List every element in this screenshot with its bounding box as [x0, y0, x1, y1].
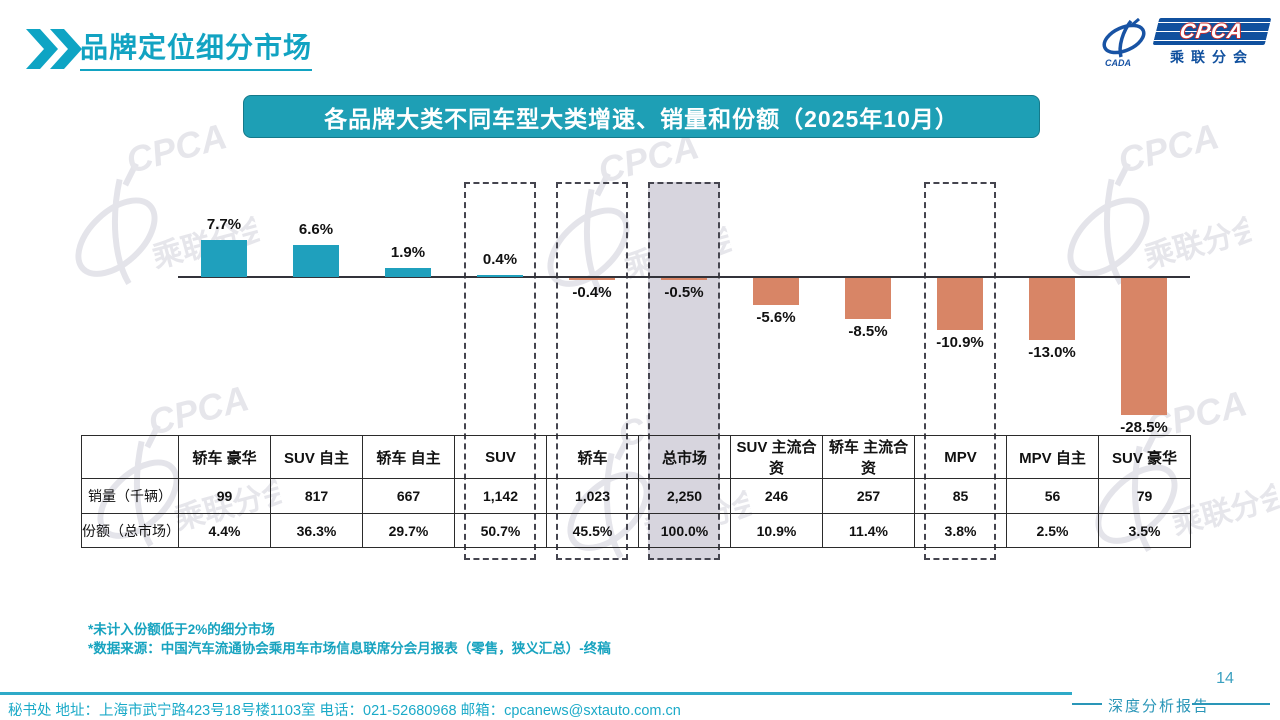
- bar-轿车 主流合资: [845, 278, 891, 319]
- table-cell: 100.0%: [638, 513, 731, 548]
- bar-SUV 自主: [293, 245, 339, 277]
- table-cell: 1,142: [454, 478, 547, 514]
- segment-data-table: 轿车 豪华 SUV 自主 轿车 自主 SUV 轿车 总市场 SUV 主流合资 轿车 主流合资 M…: [81, 435, 1191, 548]
- bar-轿车 豪华: [201, 240, 247, 277]
- table-cell: 817: [270, 478, 363, 514]
- bar-value-label: 7.7%: [206, 216, 242, 233]
- table-cell: 29.7%: [362, 513, 455, 548]
- cpca-logo-subtitle: 乘联分会: [1170, 49, 1254, 65]
- report-label-left-line: [1072, 703, 1102, 705]
- bar-SUV 主流合资: [753, 278, 799, 305]
- chart-title-banner: 各品牌大类不同车型大类增速、销量和份额（2025年10月）: [243, 95, 1040, 138]
- highlight-box-MPV: [924, 182, 996, 560]
- table-header-SUV 自主: SUV 自主: [270, 435, 363, 479]
- svg-text:CADA: CADA: [1105, 58, 1131, 68]
- bar-value-label: 1.9%: [390, 244, 426, 261]
- table-cell: 3.8%: [914, 513, 1007, 548]
- table-cell: 667: [362, 478, 455, 514]
- zero-axis-line: [178, 276, 1190, 278]
- table-cell: 56: [1006, 478, 1099, 514]
- table-row-label: 销量（千辆）: [81, 478, 179, 514]
- table-cell: 1,023: [546, 478, 639, 514]
- page-number: 14: [1216, 670, 1234, 687]
- table-header-SUV 豪华: SUV 豪华: [1098, 435, 1191, 479]
- bar-value-label: -10.9%: [936, 334, 984, 351]
- table-header-MPV 自主: MPV 自主: [1006, 435, 1099, 479]
- table-header-轿车 自主: 轿车 自主: [362, 435, 455, 479]
- cada-swirl-icon: CADA: [1102, 18, 1146, 68]
- table-header-轿车 豪华: 轿车 豪华: [178, 435, 271, 479]
- table-cell: 4.4%: [178, 513, 271, 548]
- table-row: 销量（千辆） 99 817 667 1,142 1,023 2,250 246 257 85 56 7…: [81, 478, 1191, 514]
- double-chevron-icon: [26, 29, 82, 69]
- footer-contact-info: 秘书处 地址：上海市武宁路423号18号楼1103室 电话：021-526809…: [8, 703, 681, 719]
- page-title: 品牌定位细分市场: [80, 26, 313, 71]
- table-header-SUV: SUV: [454, 435, 547, 479]
- table-row-label: 份额（总市场）: [81, 513, 180, 548]
- table-cell: 2,250: [638, 478, 731, 514]
- cpca-logo-banner: CPCA: [1152, 18, 1272, 45]
- bar-SUV 豪华: [1121, 278, 1167, 415]
- footer-divider-line: [0, 692, 1072, 695]
- table-cell: 3.5%: [1098, 513, 1191, 548]
- bar-总市场: [661, 278, 707, 280]
- bar-value-label: -8.5%: [848, 323, 888, 340]
- table-header-总市场: 总市场: [638, 435, 731, 479]
- table-cell: 45.5%: [546, 513, 639, 548]
- bar-value-label: 6.6%: [298, 221, 334, 238]
- table-cell: 10.9%: [730, 513, 823, 548]
- bar-SUV: [477, 275, 523, 277]
- bar-轿车 自主: [385, 268, 431, 277]
- table-cell: 257: [822, 478, 915, 514]
- footnote-line: *未计入份额低于2%的细分市场: [88, 622, 275, 637]
- table-corner-cell: [81, 435, 179, 479]
- bar-value-label: -5.6%: [756, 309, 796, 326]
- report-type-label: 深度分析报告: [1108, 699, 1211, 715]
- bar-value-label: -28.5%: [1120, 419, 1168, 436]
- table-header-MPV: MPV: [914, 435, 1007, 479]
- cpca-logo-right: CPCA 乘联分会: [1152, 18, 1272, 67]
- table-cell: 36.3%: [270, 513, 363, 548]
- report-label-right-line: [1192, 703, 1270, 705]
- footnotes: *未计入份额低于2%的细分市场 *数据来源：中国汽车流通协会乘用车市场信息联席分…: [88, 620, 611, 658]
- table-cell: 246: [730, 478, 823, 514]
- cpca-logo-text: CPCA: [1178, 19, 1246, 43]
- table-cell: 85: [914, 478, 1007, 514]
- bar-value-label: 0.4%: [482, 251, 518, 268]
- table-cell: 2.5%: [1006, 513, 1099, 548]
- bar-MPV 自主: [1029, 278, 1075, 340]
- table-header-SUV 主流合资: SUV 主流合资: [730, 435, 823, 479]
- bar-value-label: -0.5%: [664, 284, 704, 301]
- bar-轿车: [569, 278, 615, 280]
- bar-value-label: -0.4%: [572, 284, 612, 301]
- chart-title: 各品牌大类不同车型大类增速、销量和份额（2025年10月）: [324, 105, 959, 132]
- highlight-box-轿车: [556, 182, 628, 560]
- table-cell: 99: [178, 478, 271, 514]
- table-header-轿车 主流合资: 轿车 主流合资: [822, 435, 915, 479]
- bar-MPV: [937, 278, 983, 330]
- table-header-轿车: 轿车: [546, 435, 639, 479]
- footnote-line: *数据来源：中国汽车流通协会乘用车市场信息联席分会月报表（零售，狭义汇总）-终稿: [88, 641, 611, 656]
- table-cell: 11.4%: [822, 513, 915, 548]
- table-row: 份额（总市场） 4.4% 36.3% 29.7% 50.7% 45.5% 100.0% 10.…: [81, 513, 1191, 548]
- table-cell: 79: [1098, 478, 1191, 514]
- table-cell: 50.7%: [454, 513, 547, 548]
- highlight-box-SUV: [464, 182, 536, 560]
- bar-value-label: -13.0%: [1028, 344, 1076, 361]
- cpca-logo: CADA CPCA 乘联分会: [1098, 18, 1272, 68]
